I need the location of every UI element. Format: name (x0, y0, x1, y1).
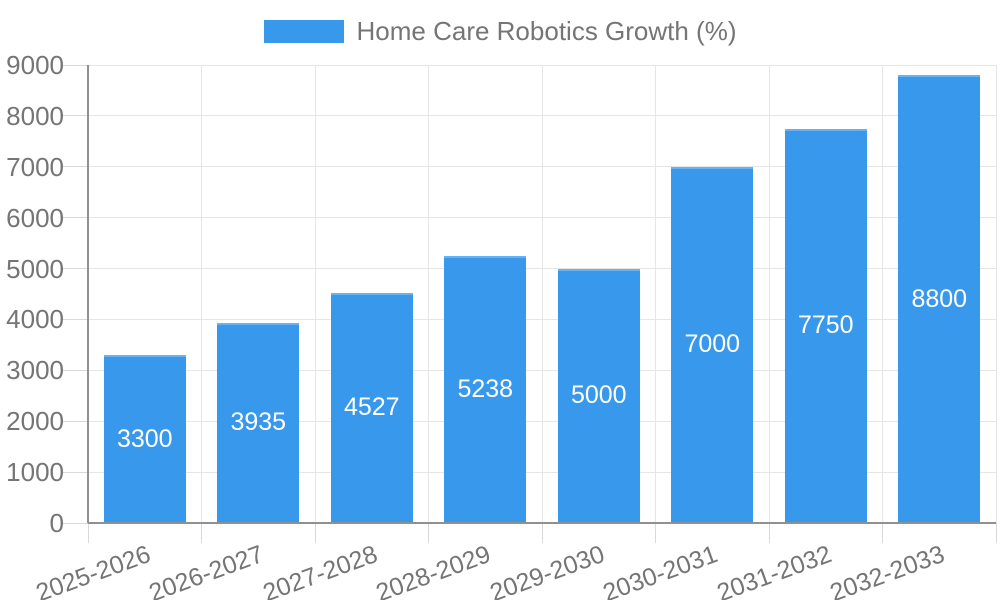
y-axis-tick-label: 3000 (6, 355, 64, 386)
gridline-vertical (541, 65, 543, 523)
x-axis-tick (201, 523, 202, 543)
x-axis-tick-label: 2031-2032 (713, 540, 835, 600)
gridline-vertical (314, 65, 316, 523)
y-axis-tick (62, 217, 88, 219)
y-axis-tick (62, 471, 88, 473)
x-axis-tick-label: 2030-2031 (599, 540, 722, 600)
y-axis-tick-label: 8000 (6, 100, 64, 131)
x-axis-tick-label: 2025-2026 (32, 540, 154, 600)
legend: Home Care Robotics Growth (%) (0, 16, 1000, 47)
y-axis-tick (62, 318, 88, 320)
x-axis-tick-label: 2027-2028 (259, 540, 381, 600)
x-axis-tick (768, 523, 770, 543)
gridline-vertical (995, 65, 997, 523)
y-axis-tick (62, 115, 88, 117)
y-axis-tick (62, 522, 88, 524)
y-axis-tick-label: 5000 (6, 253, 64, 284)
y-axis-tick-label: 4000 (6, 304, 64, 335)
legend-swatch-icon (263, 20, 344, 43)
bar-2028-2029[interactable] (444, 256, 527, 523)
x-axis-tick (882, 523, 883, 543)
y-axis-line (87, 65, 89, 523)
y-axis-tick (62, 420, 88, 422)
bar-2030-2031[interactable] (671, 166, 754, 523)
gridline-vertical (201, 65, 202, 523)
bar-2025-2026[interactable] (103, 355, 186, 523)
y-axis-tick-label: 7000 (6, 151, 64, 182)
x-axis-tick (428, 523, 429, 543)
bar-2026-2027[interactable] (217, 322, 300, 523)
x-axis-tick (995, 523, 997, 543)
x-axis-tick-label: 2026-2027 (145, 540, 268, 600)
gridline-vertical (655, 65, 656, 523)
gridline-vertical (428, 65, 429, 523)
gridline-vertical (768, 65, 770, 523)
legend-label: Home Care Robotics Growth (%) (356, 16, 737, 46)
y-axis-tick-label: 1000 (6, 457, 64, 488)
y-axis-tick-label: 6000 (6, 202, 64, 233)
y-axis-tick (62, 268, 88, 270)
y-axis-tick (62, 64, 88, 66)
x-axis-tick-label: 2028-2029 (372, 540, 495, 600)
bar-2027-2028[interactable] (330, 292, 413, 523)
y-axis-tick-label: 2000 (6, 406, 64, 437)
x-axis-tick (655, 523, 656, 543)
x-axis-tick (87, 523, 89, 543)
legend-item[interactable]: Home Care Robotics Growth (%) (263, 16, 737, 47)
y-axis-tick (62, 369, 88, 371)
x-axis-tick (541, 523, 543, 543)
bar-2032-2033[interactable] (898, 75, 981, 523)
bar-2029-2030[interactable] (557, 268, 640, 523)
y-axis-tick-label: 0 (49, 508, 64, 538)
bar-2031-2032[interactable] (784, 128, 867, 523)
y-axis-tick (62, 166, 88, 168)
x-axis-tick (314, 523, 316, 543)
x-axis-tick-label: 2029-2030 (486, 540, 608, 600)
x-axis-tick-label: 2032-2033 (826, 540, 949, 600)
gridline-vertical (882, 65, 883, 523)
y-axis-tick-label: 9000 (6, 50, 64, 80)
x-axis-line (88, 522, 996, 524)
